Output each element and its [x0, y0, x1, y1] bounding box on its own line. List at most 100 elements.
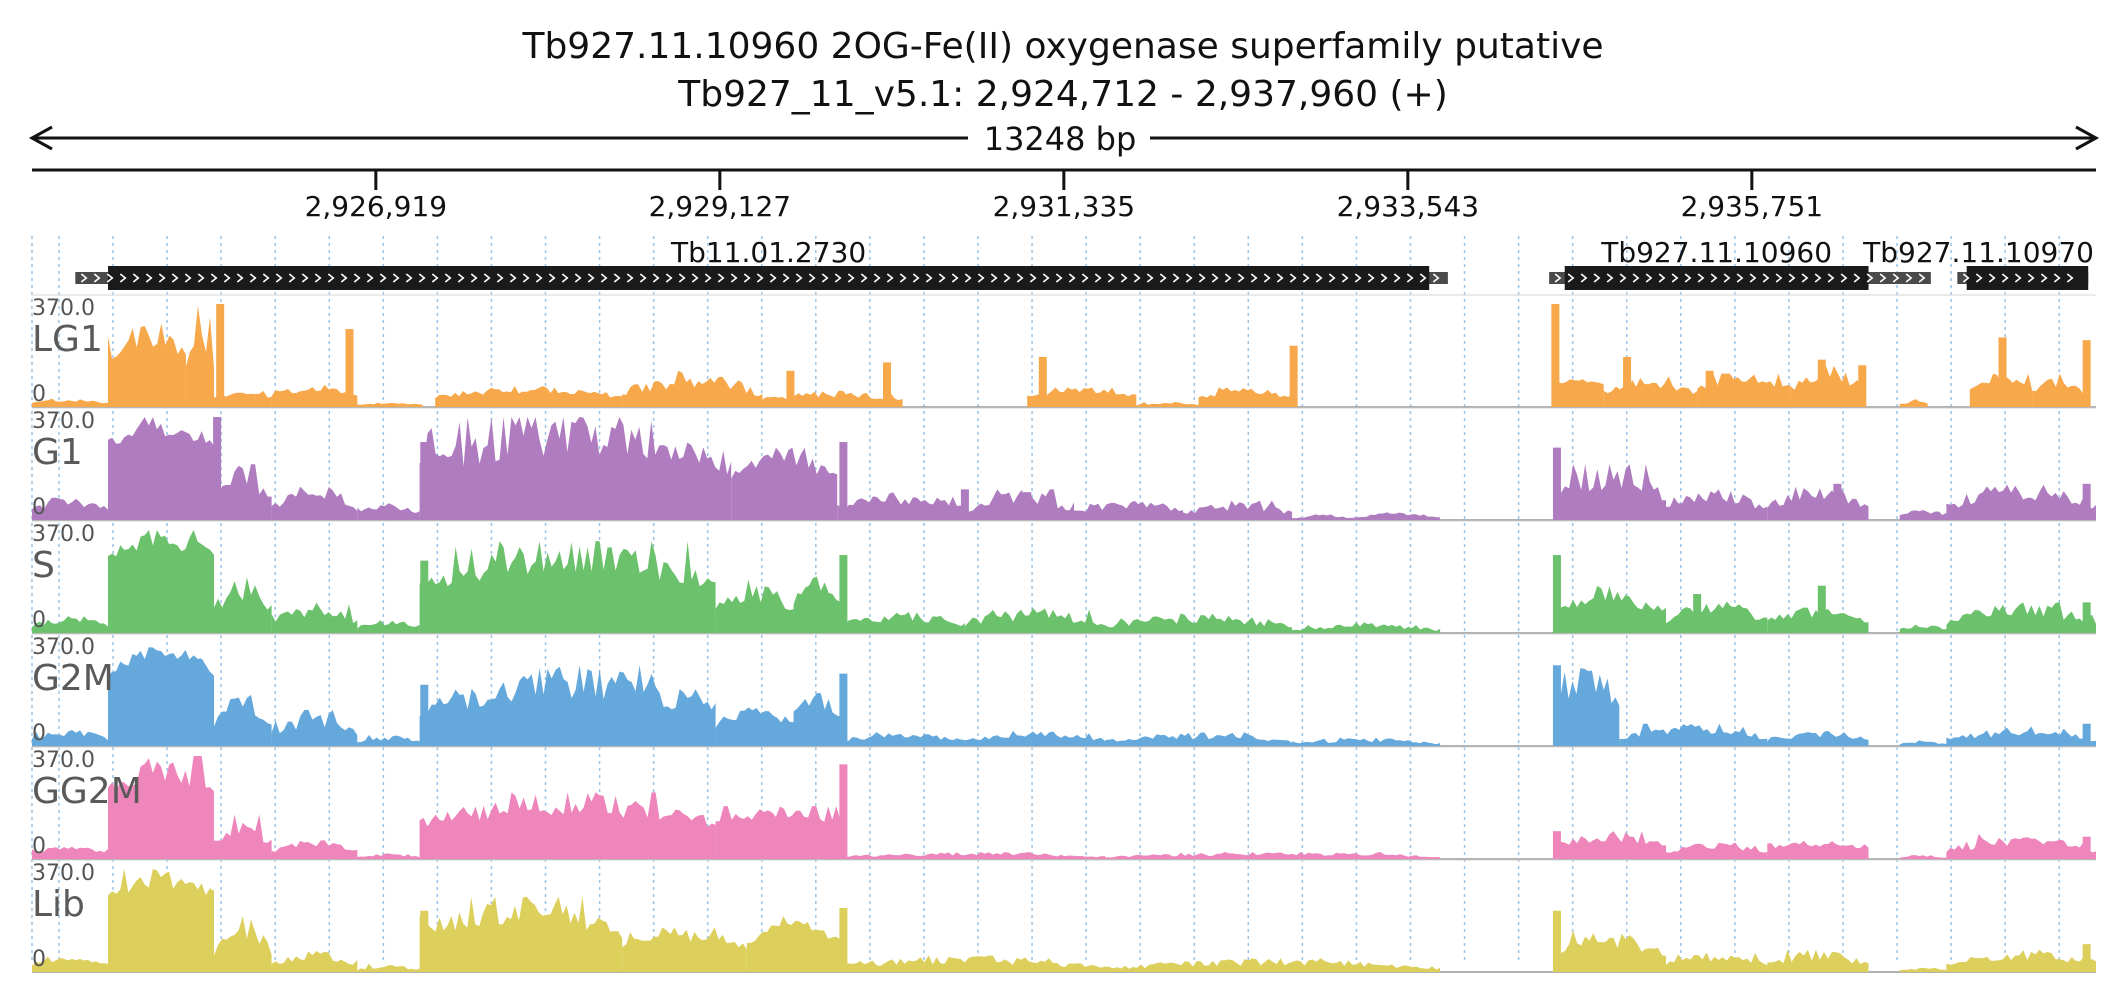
- strand-chevron: [509, 273, 517, 283]
- strand-chevron: [1962, 273, 1970, 283]
- coverage-area: [214, 694, 272, 746]
- strand-chevron: [301, 273, 309, 283]
- coverage-spike: [420, 442, 429, 520]
- coverage-spike: [839, 764, 848, 859]
- strand-chevron: [886, 273, 894, 283]
- strand-chevron: [2040, 273, 2048, 283]
- strand-chevron: [1185, 273, 1193, 283]
- strand-chevron: [1042, 273, 1050, 283]
- coverage-track-s: 370.0 0 S: [32, 520, 2096, 634]
- coverage-area: [1354, 512, 1441, 520]
- strand-chevron: [1801, 273, 1809, 283]
- coverage-area: [1666, 489, 1768, 520]
- strand-chevron: [1554, 273, 1562, 283]
- coverage-spike: [216, 304, 225, 407]
- coverage-area: [357, 963, 420, 972]
- strand-chevron: [769, 273, 777, 283]
- coverage-area: [419, 417, 732, 520]
- strand-chevron: [1988, 273, 1996, 283]
- strand-chevron: [327, 273, 335, 283]
- track-name: S: [32, 545, 55, 586]
- coverage-spike: [2082, 483, 2091, 520]
- strand-chevron: [1289, 273, 1297, 283]
- coverage-area: [762, 390, 903, 407]
- strand-chevron: [938, 273, 946, 283]
- coverage-area: [1899, 624, 1947, 633]
- strand-chevron: [1866, 273, 1874, 283]
- strand-chevron: [1684, 273, 1692, 283]
- strand-chevron: [691, 273, 699, 283]
- coverage-spike: [1705, 370, 1714, 407]
- strand-chevron: [587, 273, 595, 283]
- strand-chevron: [548, 273, 556, 283]
- coverage-spike: [1693, 594, 1702, 633]
- coverage-area: [622, 927, 747, 972]
- strand-chevron: [535, 273, 543, 283]
- strand-chevron: [444, 273, 452, 283]
- strand-chevron: [106, 273, 114, 283]
- strand-chevron: [1211, 273, 1219, 283]
- track-max-label: 370.0: [32, 522, 95, 547]
- strand-chevron: [1172, 273, 1180, 283]
- coverage-area: [271, 486, 358, 520]
- gene-feature: Tb927.11.10960: [1549, 236, 1931, 290]
- coverage-area: [1767, 730, 1869, 746]
- coverage-spike: [839, 442, 848, 520]
- strand-chevron: [1419, 273, 1427, 283]
- coverage-area: [1105, 958, 1441, 972]
- coverage-area: [837, 492, 965, 520]
- strand-chevron: [1302, 273, 1310, 283]
- strand-chevron: [1432, 273, 1440, 283]
- coverage-area: [1556, 464, 1666, 520]
- strand-chevron: [899, 273, 907, 283]
- strand-chevron: [912, 273, 920, 283]
- coverage-spike: [839, 907, 848, 972]
- strand-chevron: [2027, 273, 2035, 283]
- coverage-area: [271, 951, 358, 972]
- strand-chevron: [951, 273, 959, 283]
- coverage-area: [2032, 373, 2084, 407]
- strand-chevron: [1788, 273, 1796, 283]
- strand-chevron: [1094, 273, 1102, 283]
- coverage-area: [964, 607, 1106, 633]
- coverage-area: [108, 530, 214, 633]
- track-name: G1: [32, 432, 83, 473]
- gene-label: Tb927.11.10970: [1862, 236, 2094, 269]
- strand-chevron: [1406, 273, 1414, 283]
- coverage-area: [1556, 668, 1620, 746]
- coverage-area: [271, 840, 358, 859]
- strand-chevron: [2001, 273, 2009, 283]
- strand-chevron: [873, 273, 881, 283]
- coverage-area: [1183, 500, 1293, 520]
- strand-chevron: [288, 273, 296, 283]
- coverage-spike: [2082, 602, 2091, 633]
- coverage-spike: [1552, 831, 1561, 859]
- coverage-area: [1603, 376, 1698, 407]
- coverage-area: [731, 447, 838, 520]
- locus-title: Tb927_11_v5.1: 2,924,712 - 2,937,960 (+): [678, 74, 1448, 115]
- coverage-area: [435, 386, 623, 407]
- strand-chevron: [2053, 273, 2061, 283]
- coverage-tracks: 370.00LG1370.00G1370.00S370.00G2M370.00G…: [32, 294, 2096, 973]
- coverage-area: [1946, 726, 2096, 746]
- strand-chevron: [1107, 273, 1115, 283]
- coverage-spike: [1998, 337, 2007, 407]
- ruler-tick-label: 2,929,127: [649, 190, 792, 223]
- coverage-spike: [1623, 356, 1632, 407]
- strand-chevron: [1853, 273, 1861, 283]
- strand-chevron: [834, 273, 842, 283]
- strand-chevron: [1263, 273, 1271, 283]
- coverage-spike: [786, 370, 795, 407]
- strand-chevron: [197, 273, 205, 283]
- coverage-area: [1946, 949, 2096, 972]
- coverage-spike: [420, 910, 429, 972]
- strand-chevron: [743, 273, 751, 283]
- strand-chevron: [1146, 273, 1154, 283]
- strand-chevron: [418, 273, 426, 283]
- strand-chevron: [1380, 273, 1388, 283]
- strand-chevron: [1619, 273, 1627, 283]
- ruler-tick-label: 2,926,919: [305, 190, 448, 223]
- coverage-spike: [1552, 665, 1561, 746]
- coverage-area: [715, 579, 794, 633]
- coverage-area: [1556, 831, 1666, 859]
